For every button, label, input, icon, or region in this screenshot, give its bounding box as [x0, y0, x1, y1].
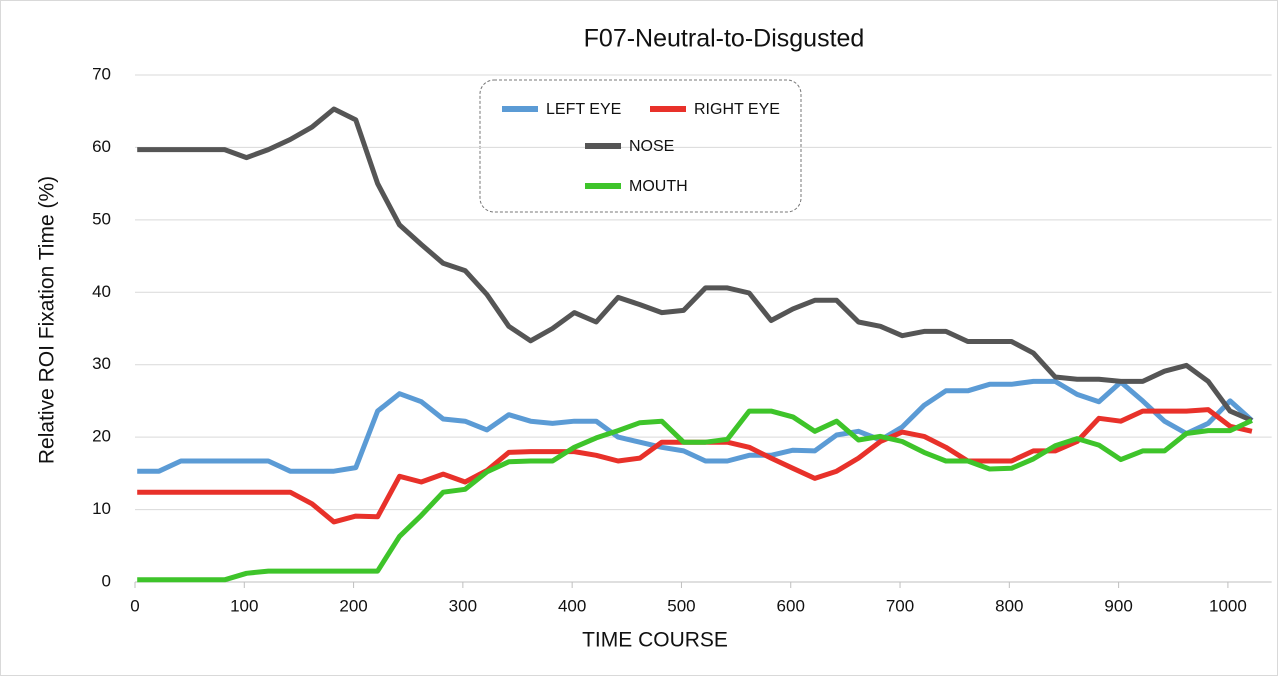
x-tick-label: 1000: [1209, 596, 1247, 615]
legend-label: NOSE: [629, 138, 674, 155]
x-tick-label: 0: [130, 596, 139, 615]
y-tick-label: 40: [92, 282, 111, 301]
x-tick-label: 900: [1104, 596, 1132, 615]
legend-label: LEFT EYE: [546, 101, 621, 118]
x-tick-label: 700: [886, 596, 914, 615]
y-tick-label: 30: [92, 354, 111, 373]
x-tick-label: 500: [667, 596, 695, 615]
y-tick-label: 0: [102, 571, 111, 590]
x-tick-label: 600: [777, 596, 805, 615]
series-line: [137, 378, 1254, 474]
y-tick-label: 60: [92, 137, 111, 156]
legend-box: [479, 79, 802, 213]
y-tick-label: 50: [92, 209, 111, 228]
y-tick-label: 70: [92, 64, 111, 83]
x-tick-label: 400: [558, 596, 586, 615]
x-tick-label: 200: [339, 596, 367, 615]
chart-title: F07-Neutral-to-Disgusted: [584, 25, 865, 53]
x-axis-title: TIME COURSE: [582, 629, 728, 652]
x-tick-label: 100: [230, 596, 258, 615]
x-tick-label: 800: [995, 596, 1023, 615]
series-line: [137, 408, 1253, 583]
y-tick-label: 20: [92, 427, 111, 446]
legend-label: MOUTH: [629, 178, 688, 195]
series-line: [137, 106, 1253, 423]
y-tick-label: 10: [92, 499, 111, 518]
x-tick-label: 300: [449, 596, 477, 615]
legend-label: RIGHT EYE: [694, 101, 780, 118]
y-axis-title: Relative ROI Fixation Time (%): [36, 176, 59, 464]
